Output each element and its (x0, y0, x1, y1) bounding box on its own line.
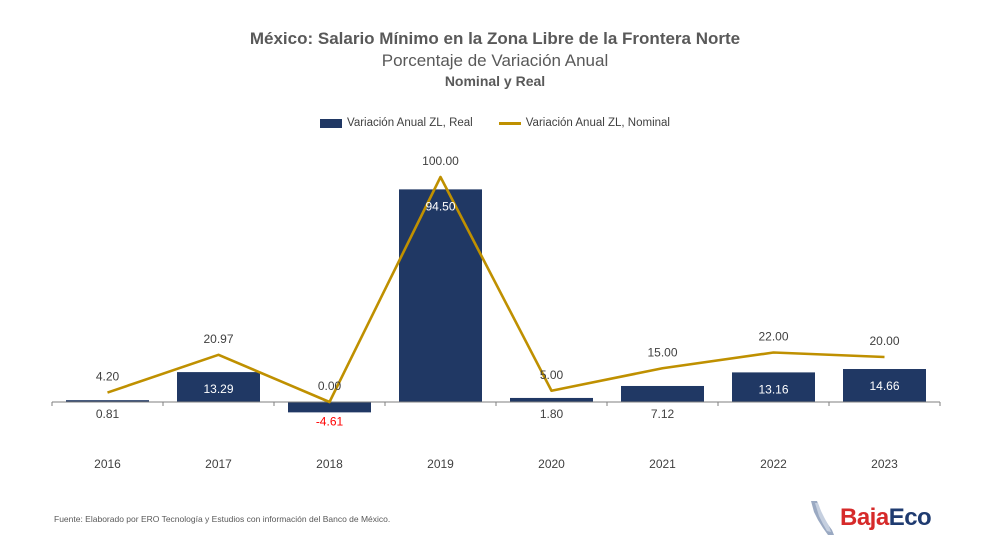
bar-label-2023: 14.66 (869, 379, 899, 393)
bar-2021 (621, 385, 704, 402)
bar-label-2021: 7.12 (651, 407, 675, 421)
line-label-2022: 22.00 (758, 330, 788, 344)
bar-label-2019: 94.50 (425, 199, 455, 213)
legend-swatch-line (498, 121, 521, 125)
chart-subtitle: Porcentaje de Variación Anual (381, 51, 609, 70)
bar-2020 (510, 397, 593, 402)
bar-label-2016: 0.81 (96, 407, 120, 421)
chart-legend: Variación Anual ZL, Real Variación Anual… (0, 117, 990, 129)
bar-label-2017: 13.29 (203, 382, 233, 396)
x-tick-label-2019: 2019 (427, 457, 454, 471)
x-tick-label-2016: 2016 (94, 457, 121, 471)
line-label-2020: 5.00 (540, 368, 564, 382)
bar-2023 (843, 369, 926, 402)
bar-label-2020: 1.80 (540, 407, 564, 421)
x-tick-label-2022: 2022 (760, 457, 787, 471)
bar-2022 (732, 372, 815, 402)
legend-item-nominal: Variación Anual ZL, Nominal (498, 117, 670, 129)
x-tick-label-2023: 2023 (871, 457, 898, 471)
line-label-2017: 20.97 (203, 332, 233, 346)
line-label-2019: 100.00 (422, 154, 459, 168)
x-tick-label-2018: 2018 (316, 457, 343, 471)
bar-2018 (288, 402, 371, 413)
x-tick-label-2020: 2020 (538, 457, 565, 471)
logo-text-eco: Eco (888, 504, 932, 531)
legend-label-real: Variación Anual ZL, Real (347, 117, 473, 129)
legend-item-real: Variación Anual ZL, Real (320, 117, 473, 129)
x-tick-label-2017: 2017 (205, 457, 232, 471)
legend-label-nominal: Variación Anual ZL, Nominal (525, 117, 670, 129)
line-label-2023: 20.00 (869, 334, 899, 348)
x-tick-label-2021: 2021 (649, 457, 676, 471)
bar-2017 (177, 372, 260, 402)
line-label-2021: 15.00 (647, 345, 677, 359)
baja-peninsula-icon (811, 501, 834, 535)
bar-2019 (399, 189, 482, 402)
bar-label-2022: 13.16 (758, 382, 788, 396)
bajaeco-logo: BajaEco (808, 498, 948, 538)
bar-label-2018: -4.61 (316, 414, 344, 428)
line-label-2016: 4.20 (96, 370, 120, 384)
bar-2016 (66, 400, 149, 402)
logo-text-baja: Baja (840, 504, 889, 531)
legend-swatch-bar (320, 118, 342, 128)
chart-titles: México: Salario Mínimo en la Zona Libre … (0, 28, 990, 91)
chart-title: México: Salario Mínimo en la Zona Libre … (249, 29, 741, 48)
chart-subtitle-2: Nominal y Real (444, 73, 546, 89)
nominal-line (107, 175, 885, 404)
line-label-2018: 0.00 (318, 379, 342, 393)
source-note: Fuente: Elaborado por ERO Tecnología y E… (54, 514, 391, 524)
